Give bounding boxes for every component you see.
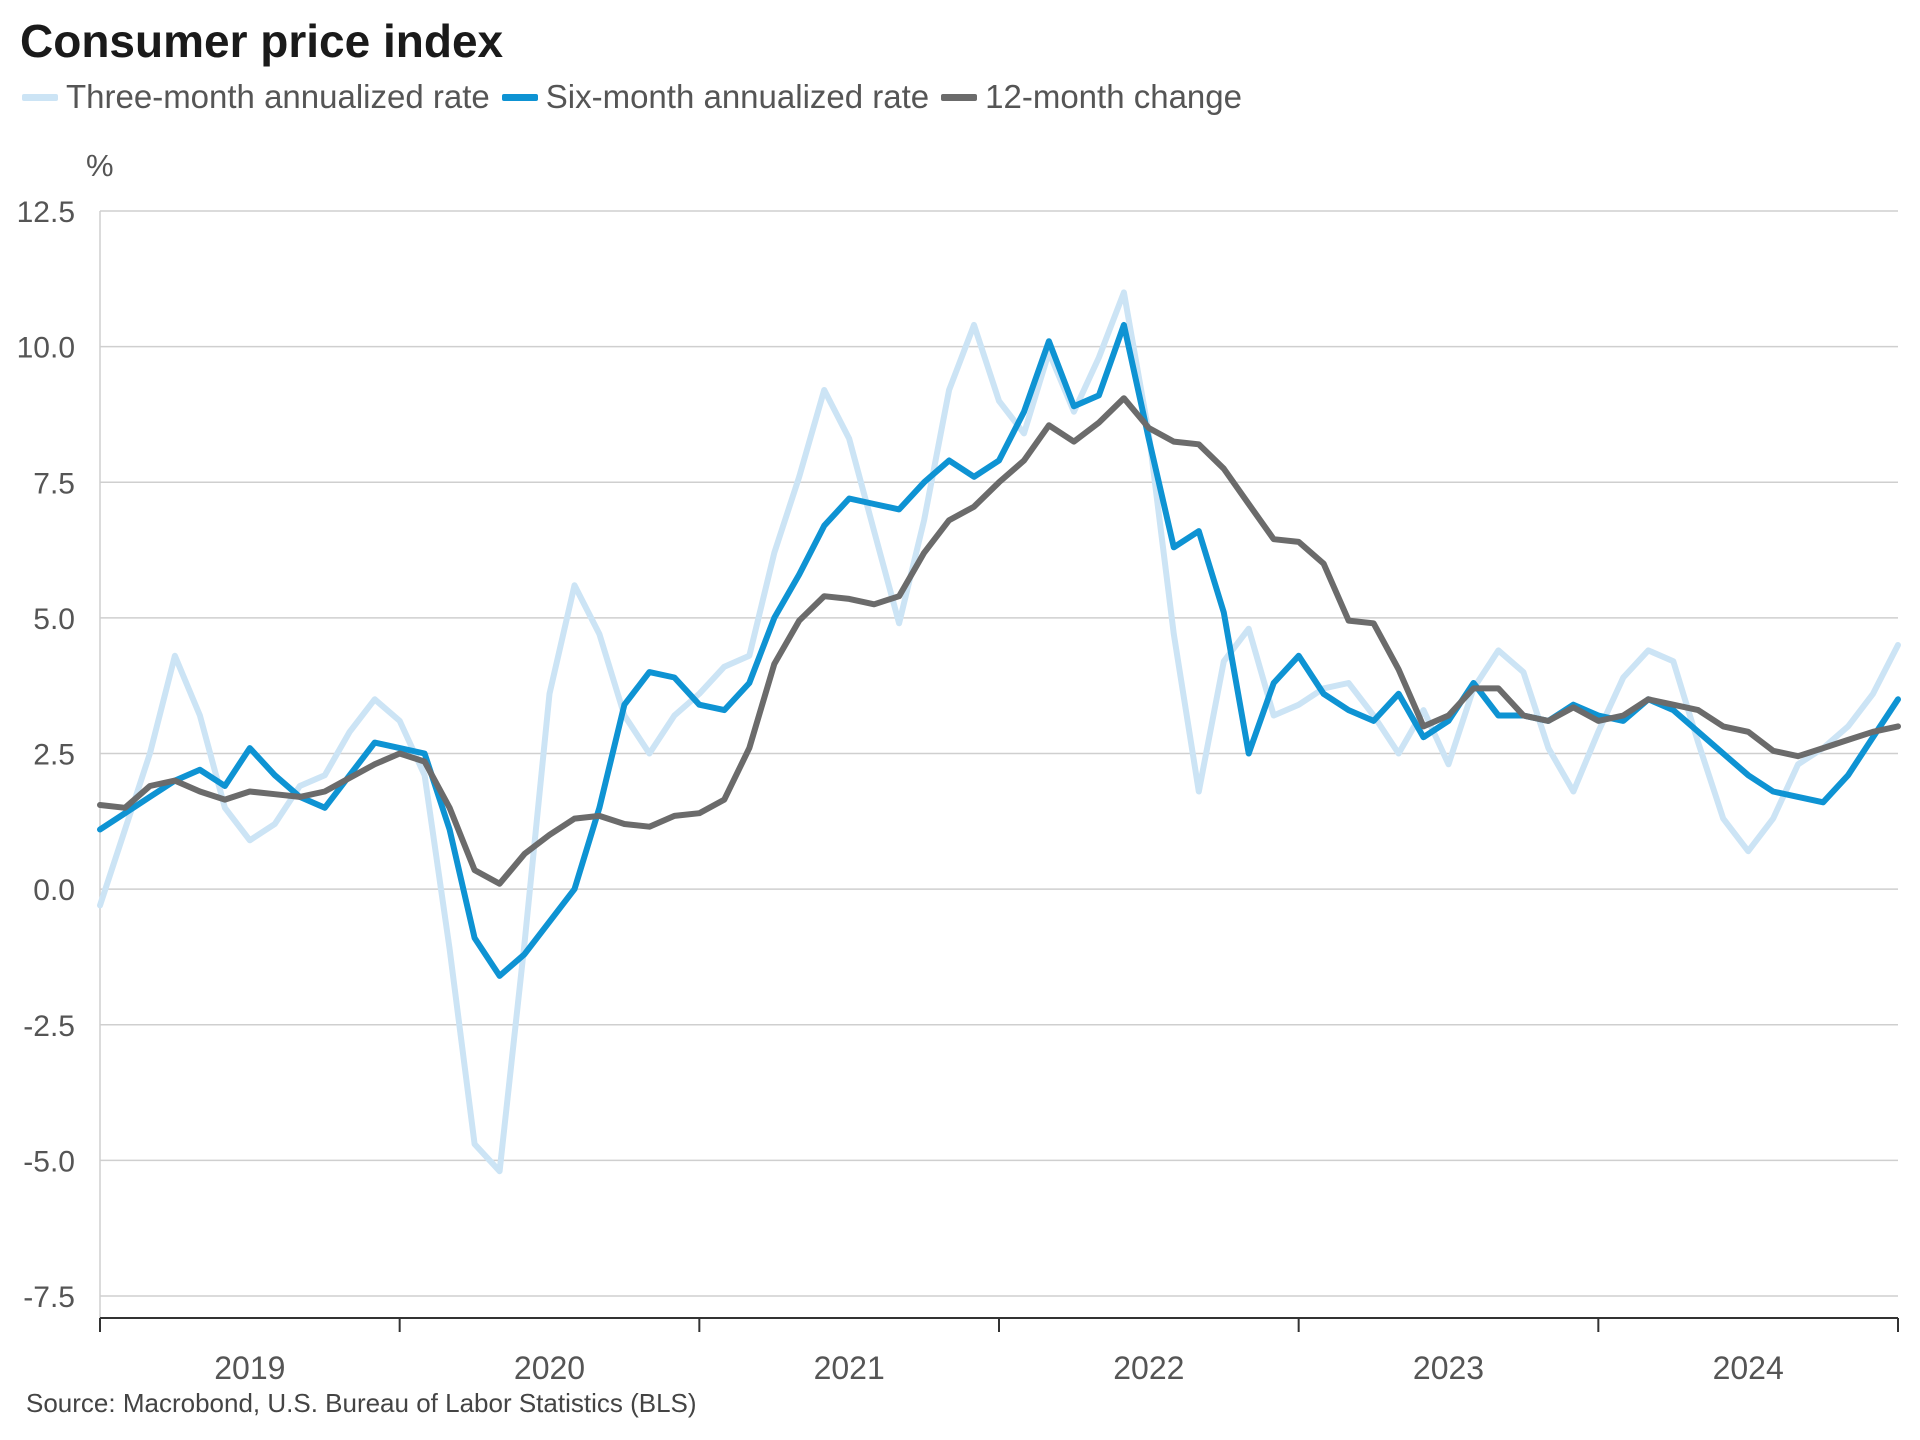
y-tick-label: 7.5: [33, 467, 75, 500]
grid-layer: [99, 210, 1898, 1318]
legend-label-three-month: Three-month annualized rate: [66, 78, 490, 115]
x-tick-label: 2022: [1113, 1350, 1184, 1386]
y-tick-label: -2.5: [23, 1010, 75, 1043]
legend-swatch-three-month: [22, 93, 58, 101]
x-tick-label: 2023: [1413, 1350, 1484, 1386]
legend-item-three-month: Three-month annualized rate: [22, 78, 490, 116]
legend-item-12-month: 12-month change: [941, 78, 1242, 116]
series-line-0: [97, 289, 1901, 1175]
y-tick-label: 12.5: [17, 196, 75, 229]
y-tick-label: 10.0: [17, 332, 75, 365]
legend: Three-month annualized rate Six-month an…: [22, 78, 1254, 116]
series-line-2: [97, 395, 1901, 887]
y-tick-label: 5.0: [33, 603, 75, 636]
legend-swatch-12-month: [941, 93, 978, 101]
y-tick-label: 0.0: [33, 874, 75, 907]
chart-title: Consumer price index: [20, 15, 504, 67]
series-line-1: [97, 321, 1901, 979]
y-tick-label: 2.5: [33, 739, 75, 772]
axis-layer: 12.5 10.0 7.5 5.0 2.5 0.0 -2.5 -5.0 -7.5 2019 2020…: [17, 196, 1899, 1386]
y-tick-label: -7.5: [23, 1281, 75, 1314]
y-tick-label: -5.0: [23, 1145, 75, 1178]
x-tick-label: 2019: [214, 1350, 285, 1386]
source-note: Source: Macrobond, U.S. Bureau of Labor …: [26, 1388, 697, 1418]
x-tick-label: 2021: [814, 1350, 885, 1386]
legend-item-six-month: Six-month annualized rate: [501, 78, 930, 116]
legend-label-six-month: Six-month annualized rate: [545, 78, 930, 115]
legend-label-12-month: 12-month change: [985, 78, 1242, 115]
x-tick-label: 2020: [514, 1350, 585, 1386]
series-layer: [97, 289, 1901, 1175]
y-axis-label: %: [86, 148, 114, 183]
legend-swatch-six-month: [501, 93, 538, 101]
x-tick-label: 2024: [1713, 1350, 1784, 1386]
